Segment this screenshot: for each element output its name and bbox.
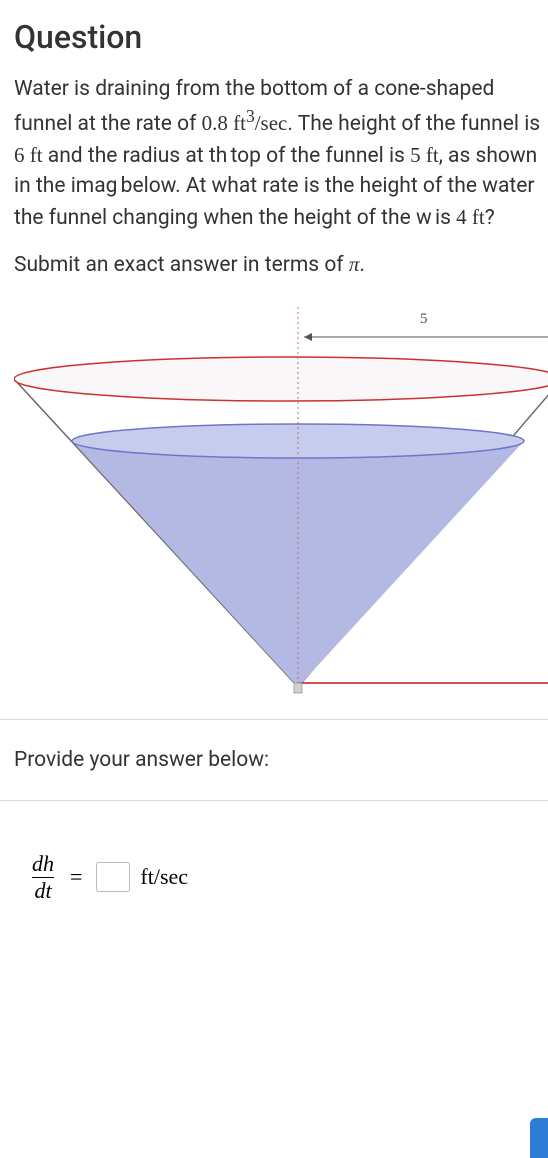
provide-answer-label: Provide your answer below: bbox=[14, 720, 548, 800]
dh-dt-fraction: dh dt bbox=[30, 853, 56, 902]
equals-sign: = bbox=[70, 864, 82, 890]
answer-row: dh dt = ft/sec bbox=[14, 801, 548, 922]
radius-label: 5 bbox=[420, 311, 428, 327]
answer-input[interactable] bbox=[96, 862, 130, 892]
help-button[interactable] bbox=[530, 1118, 548, 1158]
question-body: Water is draining from the bottom of a c… bbox=[14, 74, 548, 233]
fraction-denominator: dt bbox=[32, 877, 53, 902]
cone-diagram: 5 bbox=[14, 289, 548, 709]
fraction-numerator: dh bbox=[30, 853, 56, 877]
submit-instruction: Submit an exact answer in terms of π. bbox=[14, 249, 548, 280]
question-heading: Question bbox=[14, 18, 548, 56]
answer-unit: ft/sec bbox=[140, 864, 188, 890]
